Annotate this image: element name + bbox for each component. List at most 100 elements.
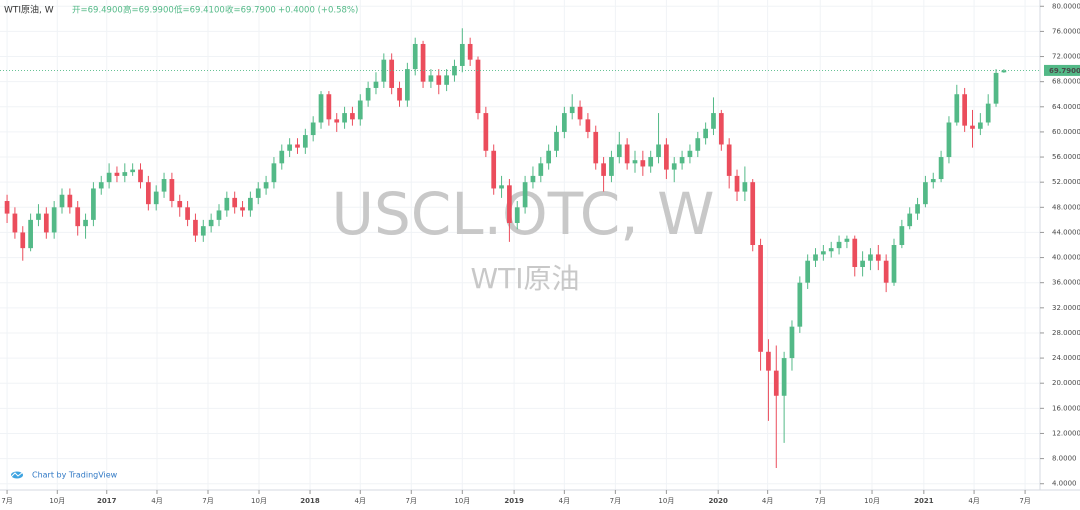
y-tick-label: 28.0000 <box>1052 329 1080 337</box>
y-tick-label: 80.0000 <box>1052 2 1080 10</box>
candle-body <box>169 179 175 202</box>
candle-body <box>83 219 88 227</box>
candle-body <box>467 43 473 60</box>
candle-body <box>428 75 434 82</box>
x-tick-label: 4月 <box>762 497 773 505</box>
candle-body <box>561 113 567 132</box>
candle-body <box>899 226 905 245</box>
candle-body <box>420 43 426 82</box>
candle-body <box>20 232 26 249</box>
y-tick-label: 52.0000 <box>1052 178 1080 186</box>
x-tick-label: 2020 <box>708 497 728 505</box>
x-tick-label: 7月 <box>814 497 825 505</box>
candle-body <box>412 43 418 70</box>
candle-body <box>436 75 442 85</box>
x-tick-label: 4月 <box>559 497 570 505</box>
header-high: 高=69.9900 <box>123 5 174 16</box>
candle-body <box>28 219 33 249</box>
candle-body <box>75 207 81 227</box>
candle-body <box>248 197 253 211</box>
candle-body <box>828 248 834 252</box>
candle-body <box>624 144 630 164</box>
candle-body <box>153 191 159 205</box>
candle-body <box>954 94 960 123</box>
candle-body <box>632 160 638 164</box>
candle-body <box>357 100 363 120</box>
candle-body <box>279 150 285 164</box>
candle-body <box>993 72 999 104</box>
y-tick-label: 16.0000 <box>1052 404 1080 412</box>
candle-body <box>381 59 387 82</box>
y-tick-label: 44.0000 <box>1052 228 1080 236</box>
candle-body <box>318 94 324 123</box>
candle-body <box>962 94 968 126</box>
candle-body <box>883 260 889 283</box>
last-price-box <box>1044 64 1080 76</box>
y-tick-label: 36.0000 <box>1052 279 1080 287</box>
last-price-label: 69.7900 <box>1049 67 1080 75</box>
candle-body <box>326 94 332 120</box>
candle-body <box>695 138 701 151</box>
candle-body <box>130 169 136 173</box>
x-tick-label: 7月 <box>1 497 12 505</box>
y-tick-label: 8.0000 <box>1052 455 1077 463</box>
candle-body <box>569 106 575 114</box>
candle-body <box>499 185 504 189</box>
candle-body <box>185 207 190 220</box>
candle-body <box>177 201 183 208</box>
candle-body <box>98 182 104 189</box>
candle-body <box>43 213 49 233</box>
candle-body <box>789 326 795 359</box>
candle-body <box>836 241 842 249</box>
candle-body <box>985 103 991 123</box>
candle-body <box>585 119 591 132</box>
y-tick-label: 4.0000 <box>1052 480 1077 488</box>
candle-body <box>342 113 347 123</box>
candle-body <box>350 113 355 120</box>
candle-body <box>287 144 292 151</box>
symbol: WTI原油, W <box>4 4 54 16</box>
candle-body <box>687 150 693 158</box>
candle-body <box>679 157 685 164</box>
candle-body <box>656 144 661 158</box>
candle-body <box>538 163 544 176</box>
candle-body <box>51 207 57 233</box>
candle-body <box>365 87 371 101</box>
candle-body <box>334 119 340 123</box>
candle-body <box>852 238 858 267</box>
candle-body <box>977 122 983 129</box>
y-tick-label: 56.0000 <box>1052 153 1080 161</box>
candle-body <box>452 65 457 76</box>
candle-body <box>970 125 975 129</box>
candle-body <box>946 122 952 158</box>
candle-body <box>507 185 512 224</box>
grid <box>0 0 1040 490</box>
candle-body <box>797 282 803 327</box>
candle-body <box>616 144 622 158</box>
y-tick-label: 48.0000 <box>1052 203 1080 211</box>
candle-body <box>444 75 449 85</box>
credit[interactable]: Chart by TradingView <box>32 471 118 480</box>
y-tick-label: 76.0000 <box>1052 27 1080 35</box>
candle-body <box>255 188 261 198</box>
candle-body <box>875 254 881 261</box>
candle-body <box>522 182 528 208</box>
candle-body <box>750 182 756 245</box>
y-tick-label: 24.0000 <box>1052 354 1080 362</box>
x-tick-label: 10月 <box>49 497 65 505</box>
candle-body <box>200 226 206 236</box>
candle-body <box>868 254 873 261</box>
candle-body <box>923 182 928 205</box>
candle-body <box>601 163 606 176</box>
x-tick-label: 7月 <box>610 497 621 505</box>
y-tick-label: 68.0000 <box>1052 78 1080 86</box>
candles <box>0 28 1040 469</box>
candle-body <box>860 260 865 267</box>
candle-body <box>295 144 300 148</box>
y-tick-label: 12.0000 <box>1052 429 1080 437</box>
candle-body <box>36 213 41 220</box>
candle-body <box>67 194 73 208</box>
candle-body <box>891 245 897 283</box>
candle-body <box>271 163 277 183</box>
